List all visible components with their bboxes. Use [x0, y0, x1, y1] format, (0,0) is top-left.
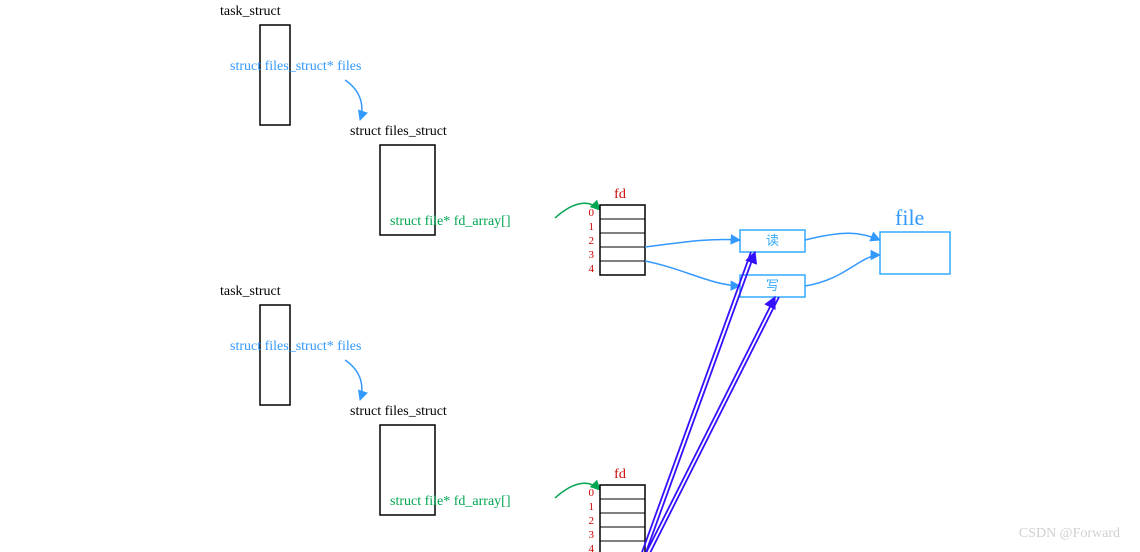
watermark-text: CSDN @Forward — [1019, 526, 1120, 542]
bottom-to-write-1 — [645, 297, 775, 552]
fd-table — [600, 205, 645, 275]
fd-index: 0 — [589, 207, 595, 219]
task-struct-label: task_struct — [220, 284, 281, 299]
read-label: 读 — [766, 233, 779, 248]
top-to-read — [645, 239, 740, 247]
task-struct-label: task_struct — [220, 4, 281, 19]
top-to-write — [645, 261, 740, 286]
bottom-to-read-1 — [645, 252, 755, 552]
fd-array-label: struct file* fd_array[] — [390, 214, 511, 229]
fd-index: 4 — [589, 263, 595, 275]
fd-array-label: struct file* fd_array[] — [390, 494, 511, 509]
fd-index: 1 — [589, 501, 595, 513]
write-label: 写 — [766, 278, 779, 293]
read-to-file — [805, 233, 880, 240]
fd-index: 3 — [589, 529, 595, 541]
fd-table — [600, 485, 645, 552]
bottom-to-write-2 — [649, 297, 779, 552]
files-ptr-arrow — [345, 80, 362, 120]
fd-index: 2 — [589, 515, 595, 527]
file-label: file — [895, 205, 924, 230]
task-struct-box — [260, 305, 290, 405]
fd-index: 0 — [589, 487, 595, 499]
files-ptr-arrow — [345, 360, 362, 400]
files-ptr-label: struct files_struct* files — [230, 59, 361, 74]
bottom-to-read-2 — [641, 252, 751, 552]
files-ptr-label: struct files_struct* files — [230, 339, 361, 354]
fd-index: 3 — [589, 249, 595, 261]
file-box — [880, 232, 950, 274]
fd-index: 4 — [589, 543, 595, 552]
fd-label: fd — [614, 187, 626, 202]
files-struct-label: struct files_struct — [350, 404, 447, 419]
fd-label: fd — [614, 467, 626, 482]
task-struct-box — [260, 25, 290, 125]
files-struct-label: struct files_struct — [350, 124, 447, 139]
write-to-file — [805, 255, 880, 286]
fd-index: 2 — [589, 235, 595, 247]
fd-index: 1 — [589, 221, 595, 233]
